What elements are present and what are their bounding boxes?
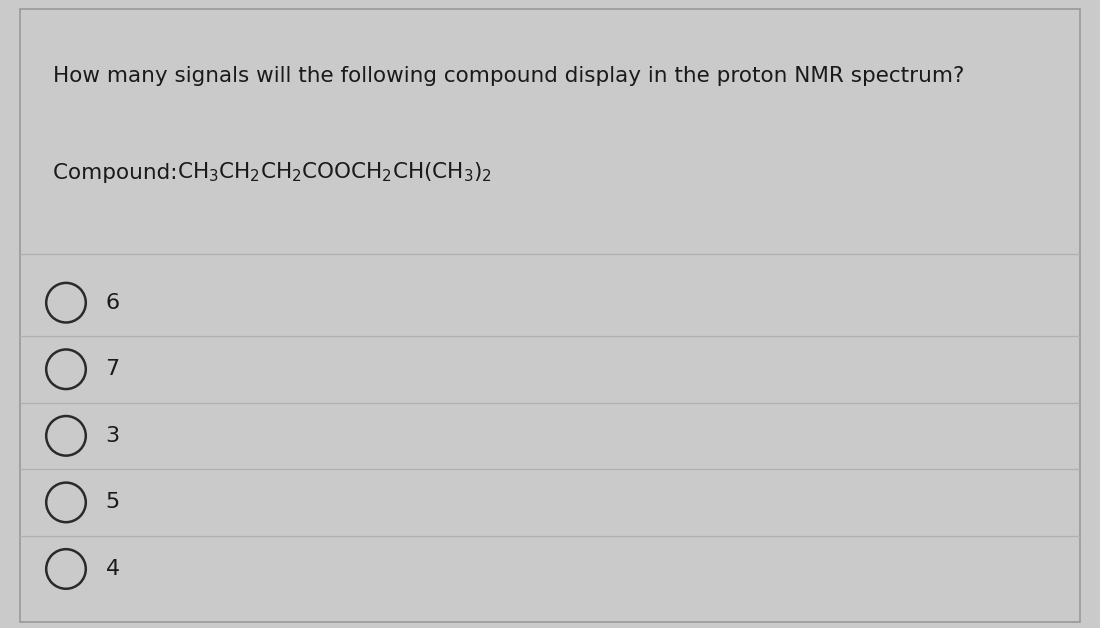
- Text: 3: 3: [106, 426, 120, 446]
- Text: 4: 4: [106, 559, 120, 579]
- Text: 7: 7: [106, 359, 120, 379]
- Text: 5: 5: [106, 492, 120, 512]
- Text: How many signals will the following compound display in the proton NMR spectrum?: How many signals will the following comp…: [53, 66, 965, 86]
- Text: Compound:: Compound:: [53, 163, 184, 183]
- FancyBboxPatch shape: [20, 9, 1080, 622]
- Text: 6: 6: [106, 293, 120, 313]
- Text: $\mathregular{CH_3CH_2CH_2COOCH_2CH(CH_3)_2}$: $\mathregular{CH_3CH_2CH_2COOCH_2CH(CH_3…: [177, 160, 492, 184]
